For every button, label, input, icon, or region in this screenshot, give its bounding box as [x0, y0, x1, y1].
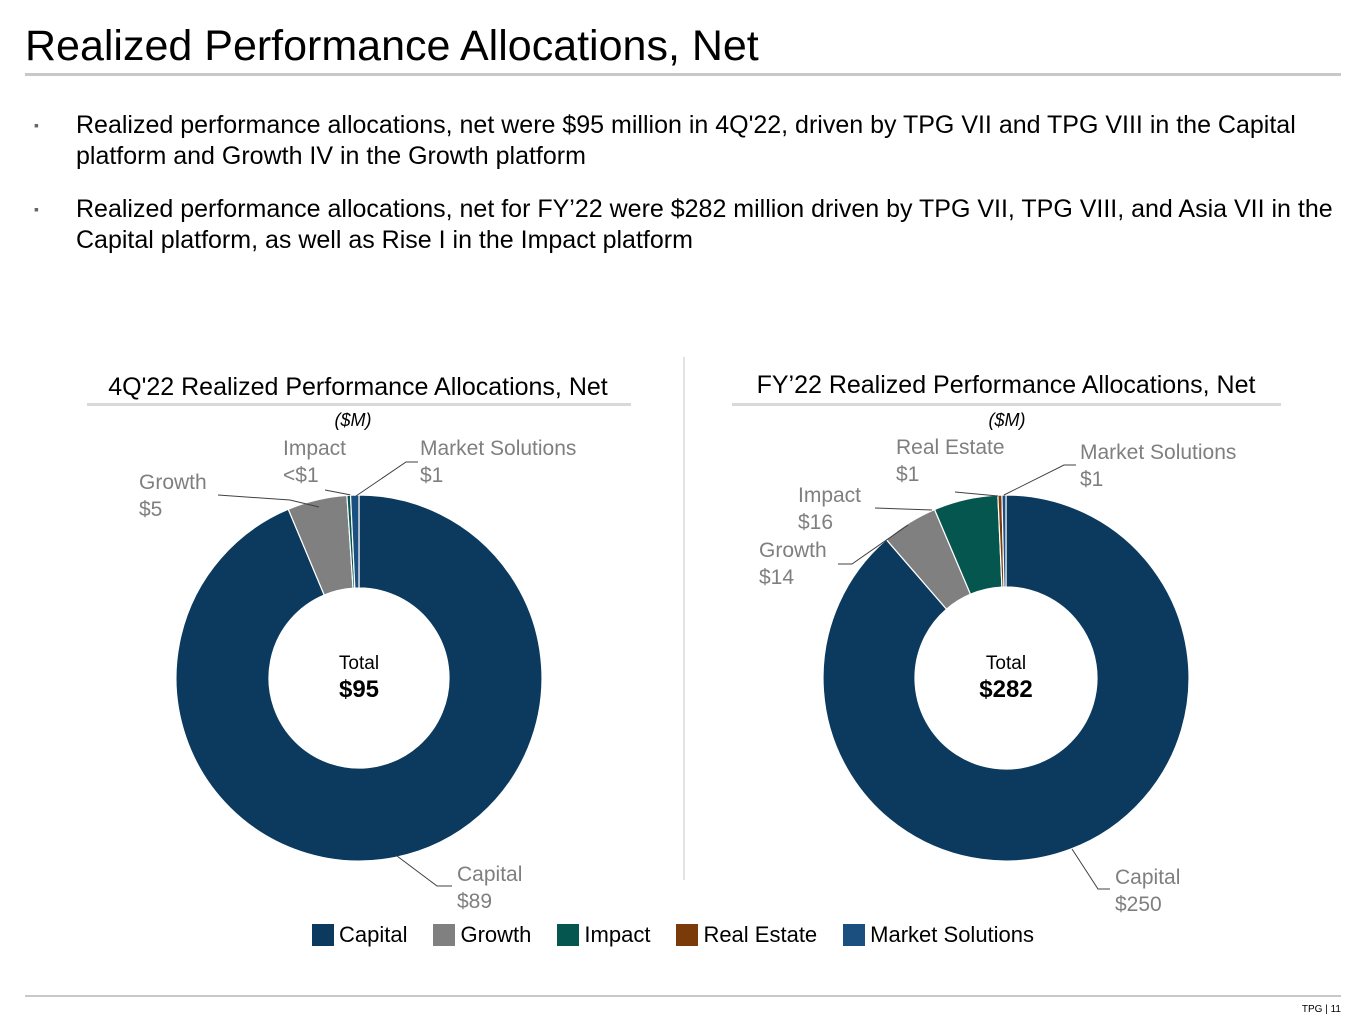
donut-slice-capital	[822, 494, 1190, 862]
slice-value-capital: $250	[1115, 893, 1162, 916]
slice-value-growth: $5	[139, 498, 162, 521]
chart-legend: Capital Growth Impact Real Estate Market Sol…	[312, 921, 1060, 949]
bullet-text: Realized performance allocations, net fo…	[76, 195, 1333, 254]
legend-label: Real Estate	[703, 922, 818, 947]
slice-label-growth: Growth	[759, 539, 827, 562]
slice-label-real-estate: Real Estate	[896, 436, 1005, 459]
slice-label-growth: Growth	[139, 471, 207, 494]
bullet-marker: ▪	[34, 117, 39, 133]
bullet-item: ▪ Realized performance allocations, net …	[34, 110, 1346, 172]
legend-item-growth: Growth	[433, 922, 531, 948]
slice-value-growth: $14	[759, 566, 794, 589]
slice-label-impact: Impact	[283, 437, 346, 460]
chart-title-rule	[87, 403, 631, 406]
bullet-item: ▪ Realized performance allocations, net …	[34, 194, 1346, 256]
legend-label: Impact	[584, 922, 651, 947]
slice-value-real-estate: $1	[896, 463, 919, 486]
legend-swatch	[843, 924, 866, 946]
legend-item-market-solutions: Market Solutions	[843, 922, 1034, 948]
legend-swatch	[433, 924, 456, 946]
chart-title-fy22: FY’22 Realized Performance Allocations, …	[756, 371, 1256, 399]
leader-line-impact	[324, 489, 352, 496]
slice-value-market-solutions: $1	[420, 464, 443, 487]
slice-label-impact: Impact	[798, 484, 861, 507]
bullet-marker: ▪	[34, 201, 39, 217]
legend-item-impact: Impact	[557, 922, 650, 948]
legend-label: Capital	[339, 922, 408, 947]
legend-swatch	[312, 924, 334, 946]
slice-label-market-solutions: Market Solutions	[1080, 441, 1236, 464]
bullet-text: Realized performance allocations, net we…	[76, 111, 1296, 170]
leader-line-impact	[874, 507, 933, 511]
slice-value-capital: $89	[457, 890, 492, 913]
leader-line-real-estate	[954, 491, 999, 497]
slice-value-market-solutions: $1	[1080, 468, 1103, 491]
page-footer: TPG | 11	[1301, 1004, 1341, 1015]
chart-title-rule	[732, 403, 1281, 406]
legend-swatch	[676, 924, 699, 946]
leader-line-capital	[1071, 848, 1110, 890]
footer-divider	[25, 995, 1341, 997]
slice-value-impact: <$1	[283, 464, 319, 487]
donut-center-total: $282	[979, 676, 1032, 703]
leader-line-growth	[217, 494, 320, 508]
legend-item-real-estate: Real Estate	[676, 922, 817, 948]
donut-slice-capital	[175, 494, 543, 862]
page-title: Realized Performance Allocations, Net	[25, 22, 759, 70]
chart-divider	[683, 357, 685, 880]
slice-label-capital: Capital	[457, 863, 522, 886]
donut-center-caption: Total	[339, 653, 379, 674]
slice-label-market-solutions: Market Solutions	[420, 437, 576, 460]
leader-line-growth	[838, 524, 909, 565]
donut-center-caption: Total	[986, 653, 1026, 674]
legend-swatch	[557, 924, 580, 946]
legend-label: Market Solutions	[870, 922, 1035, 947]
chart-title-4q22: 4Q'22 Realized Performance Allocations, …	[108, 373, 608, 401]
legend-label: Growth	[460, 922, 532, 947]
donut-slice-market-solutions	[349, 494, 360, 589]
unit-label-4q22: ($M)	[334, 410, 372, 430]
leader-line-market-solutions	[1003, 464, 1076, 496]
legend-item-capital: Capital	[312, 922, 407, 948]
donut-center-total: $95	[339, 676, 379, 703]
slice-label-capital: Capital	[1115, 866, 1180, 889]
title-divider	[25, 73, 1341, 76]
leader-line-market-solutions	[355, 461, 418, 497]
donut-slice-market-solutions	[1001, 494, 1007, 588]
slice-value-impact: $16	[798, 511, 833, 534]
unit-label-fy22: ($M)	[988, 410, 1026, 430]
leader-line-capital	[396, 855, 452, 887]
